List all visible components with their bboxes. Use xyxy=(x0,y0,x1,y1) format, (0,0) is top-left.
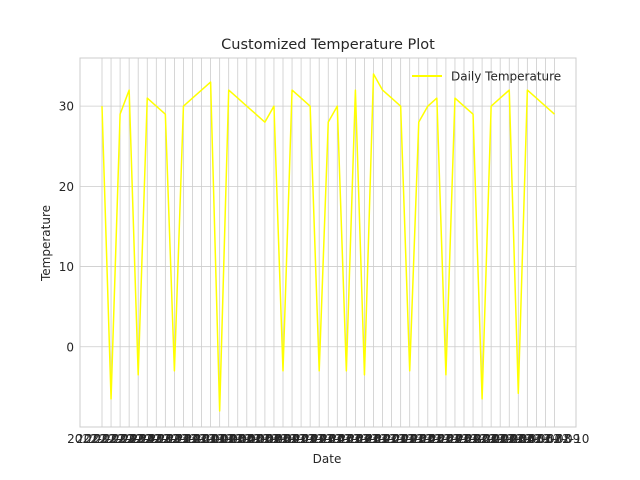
x-tick-label: 2023-01-09 xyxy=(230,432,300,446)
x-tick-labels: 2022-12-222022-12-232022-12-242022-12-25… xyxy=(67,432,589,446)
x-tick-label: 2023-01-18 xyxy=(311,432,381,446)
y-axis-label: Temperature xyxy=(39,205,53,282)
x-tick-label: 2023-01-19 xyxy=(321,432,391,446)
x-tick-label: 2022-12-24 xyxy=(85,432,155,446)
chart-title: Customized Temperature Plot xyxy=(221,37,435,53)
x-tick-label: 2023-02-06 xyxy=(483,432,553,446)
x-tick-label: 2023-01-27 xyxy=(393,432,463,446)
x-tick-label: 2022-12-30 xyxy=(140,432,210,446)
x-tick-label: 2022-12-23 xyxy=(76,432,146,446)
x-tick-label: 2023-01-31 xyxy=(429,432,499,446)
x-tick-label: 2023-01-13 xyxy=(266,432,336,446)
y-tick-label: 10 xyxy=(59,260,74,274)
x-tick-label: 2023-01-03 xyxy=(176,432,246,446)
x-tick-label: 2023-02-02 xyxy=(447,432,517,446)
x-axis-label: Date xyxy=(313,452,342,466)
x-tick-label: 2023-01-26 xyxy=(384,432,454,446)
x-tick-label: 2023-01-11 xyxy=(248,432,318,446)
x-tick-label: 2023-02-05 xyxy=(474,432,544,446)
x-tick-label: 2023-01-07 xyxy=(212,432,282,446)
x-tick-label: 2023-01-17 xyxy=(302,432,372,446)
legend: Daily Temperature xyxy=(412,70,561,84)
x-tick-label: 2023-01-25 xyxy=(375,432,445,446)
x-tick-label: 2022-12-26 xyxy=(103,432,173,446)
x-tick-label: 2023-02-07 xyxy=(492,432,562,446)
x-tick-label: 2023-01-28 xyxy=(402,432,472,446)
x-tick-label: 2023-01-15 xyxy=(284,432,354,446)
x-tick-label: 2023-01-16 xyxy=(293,432,363,446)
x-tick-label: 2023-01-04 xyxy=(185,432,255,446)
series-layer xyxy=(101,73,555,412)
x-tick-label: 2022-12-28 xyxy=(121,432,191,446)
x-tick-label: 2022-12-25 xyxy=(94,432,164,446)
series-line-daily-temperature xyxy=(101,73,555,412)
x-tick-label: 2023-01-24 xyxy=(366,432,436,446)
y-tick-labels: 0 10 20 30 xyxy=(59,100,74,355)
x-tick-label: 2023-02-08 xyxy=(502,432,572,446)
x-tick-label: 2023-02-01 xyxy=(438,432,508,446)
plot-frame xyxy=(79,57,577,428)
y-tick-label: 0 xyxy=(66,340,74,354)
x-tick-label: 2023-01-08 xyxy=(221,432,291,446)
x-tick-label: 2023-01-06 xyxy=(203,432,273,446)
x-tick-label: 2022-12-31 xyxy=(149,432,219,446)
x-tick-label: 2023-02-10 xyxy=(520,432,590,446)
x-tick-label: 2023-01-02 xyxy=(167,432,237,446)
y-gridlines xyxy=(80,105,576,348)
x-tick-label: 2023-01-12 xyxy=(257,432,327,446)
x-tick-label: 2023-01-23 xyxy=(357,432,427,446)
legend-label-daily-temperature: Daily Temperature xyxy=(451,70,561,84)
x-tick-label: 2023-01-14 xyxy=(275,432,345,446)
x-tick-label: 2023-01-20 xyxy=(330,432,400,446)
x-tick-label: 2022-12-29 xyxy=(130,432,200,446)
x-tick-label: 2023-02-09 xyxy=(511,432,581,446)
x-tick-label: 2023-01-21 xyxy=(339,432,409,446)
x-tick-label: 2023-01-22 xyxy=(348,432,418,446)
x-tick-label: 2022-12-27 xyxy=(112,432,182,446)
x-tick-label: 2023-01-10 xyxy=(239,432,309,446)
x-tick-label: 2022-12-22 xyxy=(67,432,137,446)
x-tick-label: 2023-01-29 xyxy=(411,432,481,446)
x-tick-label: 2023-02-03 xyxy=(456,432,526,446)
x-tick-label: 2023-01-30 xyxy=(420,432,490,446)
x-tick-label: 2023-02-04 xyxy=(465,432,535,446)
y-tick-label: 30 xyxy=(59,100,74,114)
x-tick-label: 2023-01-05 xyxy=(194,432,264,446)
x-tick-label: 2023-01-01 xyxy=(158,432,228,446)
y-tick-label: 20 xyxy=(59,180,74,194)
